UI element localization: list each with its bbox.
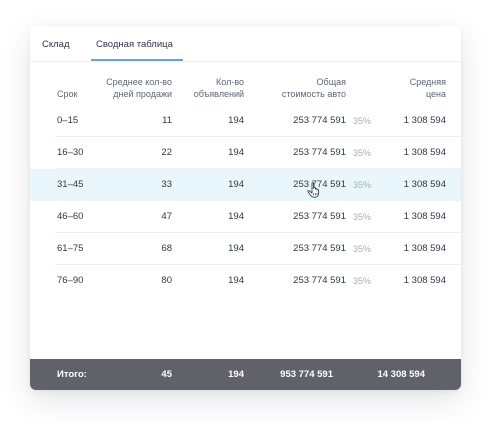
hand-pointer-icon — [307, 182, 320, 198]
column-header-listings-count: Кол-во объявлений — [194, 76, 244, 100]
row-divider — [55, 136, 461, 137]
row-divider — [55, 264, 461, 265]
totals-label: Итого: — [57, 369, 87, 380]
cell-listings-count: 194 — [228, 275, 244, 286]
column-header-listings-count-line2: объявлений — [193, 89, 244, 99]
cell-avg-price: 1 308 594 — [403, 211, 446, 222]
cell-total-value: 253 774 591 — [293, 147, 346, 158]
cell-term: 61–75 — [57, 243, 84, 254]
cell-listings-count: 194 — [228, 243, 244, 254]
cell-percent: 35% — [353, 116, 372, 126]
cell-term: 76–90 — [57, 275, 84, 286]
cell-total-value: 253 774 591 — [293, 243, 346, 254]
cell-total-value: 253 774 591 — [293, 211, 346, 222]
column-header-total-value-line2: стоимость авто — [281, 89, 346, 99]
active-tab-indicator — [91, 59, 183, 61]
cell-avg-price: 1 308 594 — [403, 179, 446, 190]
cell-listings-count: 194 — [228, 179, 244, 190]
cell-avg-days: 80 — [161, 275, 172, 286]
cell-percent: 35% — [353, 276, 372, 286]
cell-avg-days: 22 — [161, 147, 172, 158]
column-header-listings-count-line1: Кол-во — [216, 77, 244, 87]
cell-avg-price: 1 308 594 — [403, 115, 446, 126]
cell-total-value: 253 774 591 — [293, 115, 346, 126]
table-row[interactable]: 0–15 11 194 253 774 591 35% 1 308 594 — [30, 105, 461, 137]
table-row[interactable]: 61–75 68 194 253 774 591 35% 1 308 594 — [30, 233, 461, 265]
totals-avg-days: 45 — [161, 369, 172, 380]
cell-percent: 35% — [353, 180, 372, 190]
table-row-hovered[interactable]: 31–45 33 194 253 774 591 35% 1 308 594 — [30, 169, 461, 201]
table-row[interactable]: 46–60 47 194 253 774 591 35% 1 308 594 — [30, 201, 461, 233]
cell-term: 16–30 — [57, 147, 84, 158]
cell-percent: 35% — [353, 148, 372, 158]
row-divider — [55, 232, 461, 233]
totals-footer: Итого: 45 194 953 774 591 14 308 594 — [30, 359, 461, 390]
tab-bar: Склад Сводная таблица — [30, 26, 461, 62]
cell-term: 0–15 — [57, 115, 79, 126]
cell-listings-count: 194 — [228, 211, 244, 222]
totals-avg-price: 14 308 594 — [377, 369, 425, 380]
column-header-avg-price-line1: Средняя — [409, 77, 446, 87]
table-row[interactable]: 16–30 22 194 253 774 591 35% 1 308 594 — [30, 137, 461, 169]
cell-avg-days: 33 — [161, 179, 172, 190]
column-header-term: Срок — [57, 89, 78, 99]
cell-avg-days: 68 — [161, 243, 172, 254]
table-row[interactable]: 76–90 80 194 253 774 591 35% 1 308 594 — [30, 265, 461, 297]
totals-total-value: 953 774 591 — [280, 369, 333, 380]
cell-total-value: 253 774 591 — [293, 179, 346, 190]
column-header-total-value-line1: Общая — [316, 77, 346, 87]
cell-listings-count: 194 — [228, 115, 244, 126]
cell-avg-price: 1 308 594 — [403, 243, 446, 254]
column-header-total-value: Общая стоимость авто — [282, 76, 346, 100]
cell-avg-days: 47 — [161, 211, 172, 222]
cell-listings-count: 194 — [228, 147, 244, 158]
row-divider — [55, 168, 461, 169]
cell-avg-price: 1 308 594 — [403, 147, 446, 158]
cell-avg-price: 1 308 594 — [403, 275, 446, 286]
totals-listings-count: 194 — [228, 369, 244, 380]
cell-total-value: 253 774 591 — [293, 275, 346, 286]
cell-term: 31–45 — [57, 179, 84, 190]
column-header-avg-days-line2: дней продажи — [113, 89, 172, 99]
column-header-avg-price: Средняя цена — [410, 76, 446, 100]
cell-term: 46–60 — [57, 211, 84, 222]
cell-percent: 35% — [353, 244, 372, 254]
column-header-avg-days: Среднее кол-во дней продажи — [106, 76, 172, 100]
column-header-avg-days-line1: Среднее кол-во — [106, 77, 172, 87]
cell-avg-days: 11 — [162, 115, 172, 126]
summary-card: Склад Сводная таблица Срок Среднее кол-в… — [30, 26, 461, 390]
tab-warehouse[interactable]: Склад — [42, 39, 70, 50]
cell-percent: 35% — [353, 212, 372, 222]
column-header-avg-price-line2: цена — [425, 89, 446, 99]
tab-summary-table[interactable]: Сводная таблица — [96, 39, 173, 50]
